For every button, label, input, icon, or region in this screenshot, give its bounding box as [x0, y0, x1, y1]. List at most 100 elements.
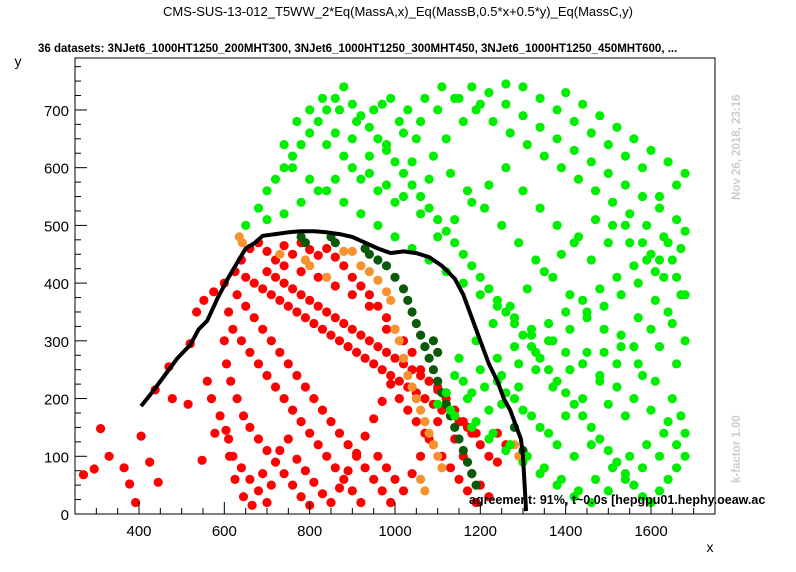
data-point-excluded — [305, 245, 315, 255]
data-point-allowed — [356, 174, 366, 184]
data-point-excluded_wrong — [398, 353, 409, 363]
data-point-allowed — [672, 272, 682, 282]
data-point-excluded — [326, 417, 336, 427]
data-point-excluded — [305, 295, 315, 305]
data-point-excluded — [247, 500, 257, 510]
data-point-excluded — [253, 434, 264, 444]
data-point-allowed_wrong — [424, 353, 434, 363]
data-point-allowed — [509, 313, 520, 323]
data-point-allowed — [531, 255, 541, 265]
data-point-allowed — [556, 474, 567, 484]
data-point-excluded — [275, 445, 285, 456]
data-point-excluded — [364, 336, 374, 346]
data-point-allowed_wrong — [407, 307, 417, 317]
data-point-allowed — [672, 440, 682, 450]
data-point-allowed_wrong — [411, 318, 421, 329]
data-point-allowed_wrong — [433, 376, 443, 386]
data-point-allowed — [450, 370, 460, 381]
data-point-excluded — [238, 492, 249, 502]
data-point-allowed — [676, 411, 686, 421]
data-point-allowed — [561, 307, 571, 317]
data-point-excluded — [394, 376, 404, 386]
chart-subtitle: 36 datasets: 3NJet6_1000HT1250_200MHT300… — [38, 43, 677, 55]
data-point-excluded — [322, 451, 332, 461]
data-point-allowed — [416, 209, 426, 219]
data-point-allowed — [612, 359, 622, 369]
data-point-excluded — [253, 486, 264, 496]
data-point-excluded_wrong — [437, 463, 447, 473]
data-point-excluded — [309, 394, 319, 404]
data-point-excluded — [125, 479, 135, 489]
data-point-excluded — [360, 463, 370, 473]
data-point-allowed_wrong — [398, 284, 409, 294]
data-point-allowed — [505, 301, 515, 311]
data-point-allowed_wrong — [450, 422, 460, 432]
data-point-allowed — [552, 220, 562, 230]
data-point-allowed — [573, 174, 584, 184]
data-point-excluded_wrong — [420, 417, 430, 427]
data-point-allowed — [386, 93, 396, 103]
data-point-excluded — [224, 434, 234, 444]
data-point-allowed_wrong — [428, 336, 438, 346]
data-point-allowed — [672, 215, 682, 225]
data-point-excluded — [334, 336, 345, 346]
data-point-allowed — [620, 151, 631, 161]
data-point-allowed — [347, 134, 357, 144]
data-point-excluded — [145, 457, 155, 467]
data-point-allowed — [433, 215, 443, 225]
data-point-excluded — [236, 463, 246, 473]
data-point-excluded — [279, 469, 289, 479]
data-point-excluded — [275, 295, 285, 305]
data-point-allowed — [578, 99, 588, 109]
data-point-excluded — [202, 376, 212, 386]
data-point-allowed — [680, 226, 690, 236]
data-point-allowed — [535, 203, 545, 213]
data-point-allowed — [608, 220, 618, 230]
data-point-allowed — [629, 134, 639, 144]
data-point-allowed — [603, 445, 613, 456]
data-point-allowed — [569, 116, 579, 127]
data-point-allowed — [672, 463, 682, 473]
data-point-allowed — [637, 463, 648, 473]
data-point-excluded — [411, 417, 421, 427]
data-point-allowed — [569, 399, 579, 409]
data-point-allowed — [616, 330, 626, 340]
y-axis-label: y — [15, 53, 22, 69]
data-point-excluded — [283, 359, 293, 369]
data-point-allowed — [339, 151, 349, 161]
data-point-allowed — [398, 191, 409, 202]
data-point-allowed — [548, 382, 558, 392]
x-axis-label: x — [707, 539, 714, 555]
data-point-allowed — [497, 220, 507, 230]
data-point-allowed — [654, 486, 665, 496]
data-point-allowed — [518, 405, 528, 415]
data-point-excluded — [266, 336, 276, 346]
data-point-excluded — [288, 480, 298, 490]
data-point-allowed — [629, 261, 639, 271]
data-point-excluded — [420, 394, 430, 404]
data-point-allowed — [667, 255, 677, 265]
data-point-allowed — [253, 203, 264, 213]
data-point-allowed — [578, 411, 588, 421]
data-point-allowed — [484, 88, 494, 98]
data-point-excluded — [119, 463, 129, 473]
data-point-allowed — [667, 318, 677, 329]
data-point-excluded — [296, 267, 306, 277]
data-point-allowed — [616, 290, 626, 300]
data-point-excluded — [313, 440, 323, 450]
y-tick-label: 100 — [44, 449, 69, 466]
data-point-allowed — [599, 324, 609, 334]
data-point-allowed — [603, 238, 613, 248]
data-point-allowed — [612, 382, 622, 392]
data-point-allowed — [420, 93, 430, 103]
data-point-allowed — [296, 197, 306, 207]
data-point-excluded — [381, 347, 392, 357]
data-point-excluded — [330, 313, 340, 323]
data-point-allowed — [620, 180, 631, 190]
data-point-excluded — [275, 347, 285, 357]
data-point-allowed_wrong — [330, 238, 340, 248]
data-point-allowed — [454, 353, 464, 363]
data-point-allowed — [514, 382, 524, 392]
data-point-excluded — [386, 370, 396, 381]
data-point-excluded — [215, 411, 225, 421]
